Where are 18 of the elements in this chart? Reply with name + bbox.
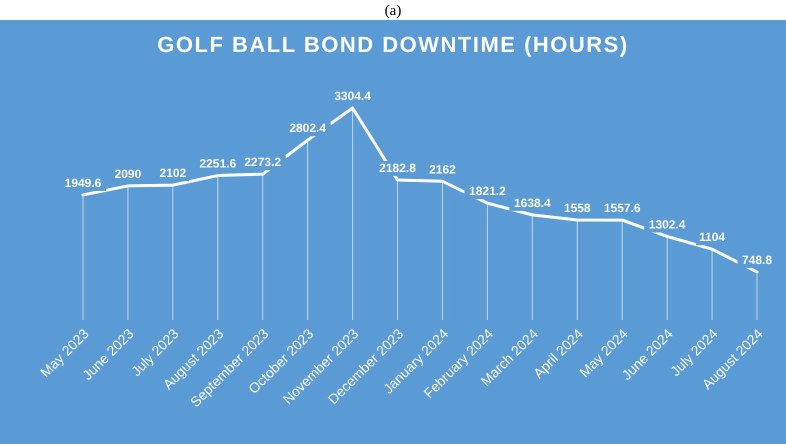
data-label: 2273.2 bbox=[244, 155, 282, 170]
data-label: 2182.8 bbox=[379, 160, 416, 175]
data-label: 2102 bbox=[160, 166, 187, 180]
data-label: 1638.4 bbox=[514, 196, 552, 210]
data-label: 2251.6 bbox=[199, 156, 236, 171]
data-label: 2802.4 bbox=[289, 121, 326, 136]
data-label: 1557.6 bbox=[604, 201, 641, 216]
chart-title: GOLF BALL BOND DOWNTIME (HOURS) bbox=[157, 32, 629, 57]
data-label: 1104 bbox=[699, 230, 726, 244]
data-label: 1302.4 bbox=[648, 217, 686, 232]
data-label: 1821.2 bbox=[469, 184, 506, 198]
text: (a) bbox=[384, 3, 402, 19]
data-label: 2162 bbox=[429, 162, 456, 176]
data-label: 3304.4 bbox=[334, 89, 372, 103]
data-label: 2090 bbox=[114, 166, 142, 181]
data-label: 1558 bbox=[564, 201, 591, 216]
data-label: 748.8 bbox=[742, 252, 772, 267]
data-label: 1949.6 bbox=[64, 176, 102, 190]
